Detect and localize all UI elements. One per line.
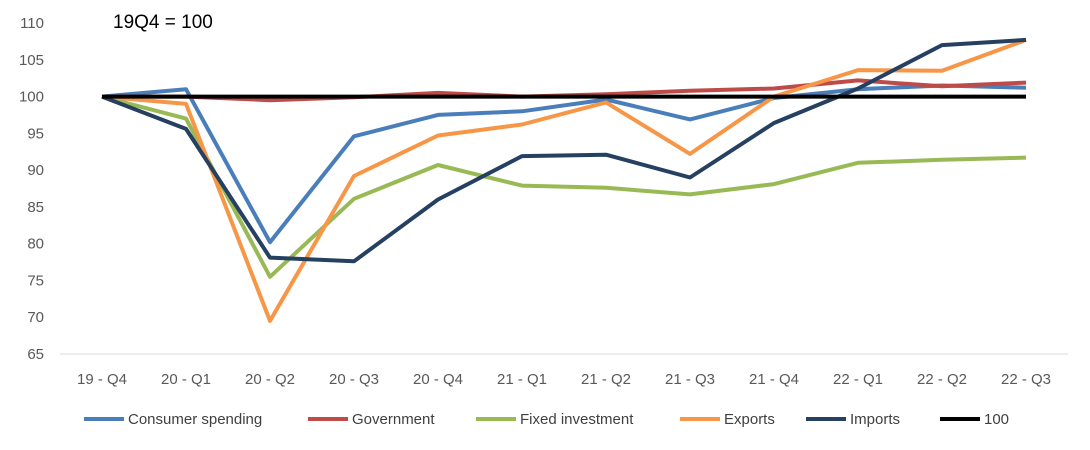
series-line-fixed-investment [101, 94, 1027, 279]
x-tick-label: 22 - Q3 [1001, 371, 1051, 388]
legend-label-consumer-spending: Consumer spending [128, 411, 262, 428]
y-tick-label: 110 [20, 15, 44, 32]
y-tick-label: 85 [27, 199, 44, 216]
x-tick-label: 21 - Q3 [665, 371, 715, 388]
x-tick-label: 21 - Q2 [581, 371, 631, 388]
y-axis-ticks: 65 70 75 80 85 90 95 100 105 110 [19, 15, 44, 363]
x-tick-label: 20 - Q3 [329, 371, 379, 388]
y-tick-label: 105 [19, 52, 44, 69]
x-tick-label: 20 - Q4 [413, 371, 463, 388]
x-tick-label: 20 - Q1 [161, 371, 211, 388]
legend-label-government: Government [352, 411, 435, 428]
chart-annotation: 19Q4 = 100 [113, 12, 213, 33]
series-line-exports [101, 38, 1027, 323]
y-tick-label: 80 [27, 236, 44, 253]
legend-label-100: 100 [984, 411, 1009, 428]
legend-label-fixed-investment: Fixed investment [520, 411, 634, 428]
y-tick-label: 100 [19, 89, 44, 106]
x-tick-label: 22 - Q1 [833, 371, 883, 388]
series-line-consumer-spending [101, 83, 1027, 245]
y-tick-label: 70 [27, 309, 44, 326]
y-tick-label: 90 [27, 162, 44, 179]
x-tick-label: 21 - Q4 [749, 371, 799, 388]
y-tick-label: 65 [27, 346, 44, 363]
x-tick-label: 21 - Q1 [497, 371, 547, 388]
y-tick-label: 75 [27, 272, 44, 289]
x-tick-label: 22 - Q2 [917, 371, 967, 388]
series-lines [101, 37, 1027, 323]
y-tick-label: 95 [27, 125, 44, 142]
legend: Consumer spending Government Fixed investm… [84, 411, 1009, 428]
legend-label-imports: Imports [850, 411, 900, 428]
legend-label-exports: Exports [724, 411, 775, 428]
series-line-imports [101, 37, 1027, 264]
x-tick-label: 20 - Q2 [245, 371, 295, 388]
x-tick-label: 19 - Q4 [77, 371, 127, 388]
x-axis-ticks: 19 - Q4 20 - Q1 20 - Q2 20 - Q3 20 - Q4 21 - … [77, 371, 1051, 388]
